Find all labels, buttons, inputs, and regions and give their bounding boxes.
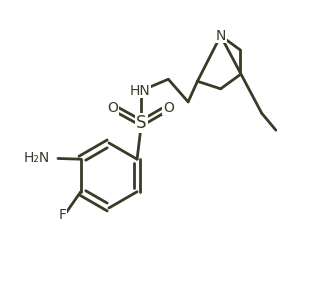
Text: HN: HN xyxy=(130,83,150,98)
Text: F: F xyxy=(58,208,66,222)
Text: O: O xyxy=(163,100,174,115)
Text: O: O xyxy=(108,100,118,115)
Text: S: S xyxy=(136,114,147,132)
Text: N: N xyxy=(215,29,226,43)
Text: H₂N: H₂N xyxy=(23,151,49,166)
